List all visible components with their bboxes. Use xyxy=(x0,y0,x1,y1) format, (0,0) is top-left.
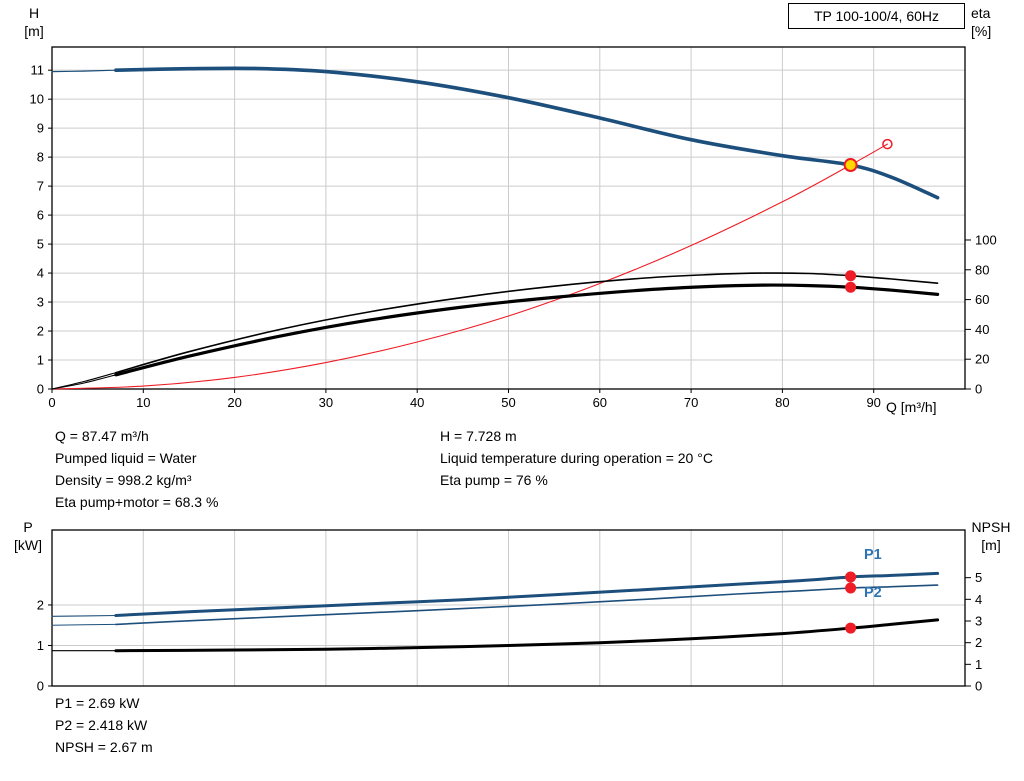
y-right-tick-label: 20 xyxy=(975,352,989,367)
y-right-tick-label: 2 xyxy=(975,635,982,650)
eta-axis-unit: [%] xyxy=(971,23,992,39)
p2-curve-lead xyxy=(51,623,117,626)
npsh-curve xyxy=(114,618,940,653)
p1-curve-lead xyxy=(51,614,117,617)
system-curve-end-marker xyxy=(882,138,893,150)
p1-curve xyxy=(114,571,940,617)
p2-point xyxy=(845,582,857,594)
duty-point-marker xyxy=(843,158,858,173)
info-block-left: Q = 87.47 m³/h Pumped liquid = Water Den… xyxy=(55,425,218,513)
eta-pump-point xyxy=(845,270,857,282)
info-eta-pump: Eta pump = 76 % xyxy=(440,472,548,488)
x-tick-label: 60 xyxy=(593,395,607,410)
y-left-tick-label: 4 xyxy=(37,266,44,281)
y-left-tick-label: 0 xyxy=(37,382,44,397)
y-right-tick-label: 0 xyxy=(975,679,982,694)
p1-curve-label: P1 xyxy=(864,547,882,563)
system-curve xyxy=(51,143,888,390)
head-curve xyxy=(114,66,940,200)
x-tick-label: 40 xyxy=(410,395,424,410)
y-left-tick-label: 1 xyxy=(37,638,44,653)
h-axis-unit: [m] xyxy=(24,23,44,39)
y-right-tick-label: 3 xyxy=(975,614,982,629)
head-curve-lead xyxy=(51,69,117,73)
info-density: Density = 998.2 kg/m³ xyxy=(55,472,192,488)
y-left-tick-label: 10 xyxy=(30,92,44,107)
x-tick-label: 90 xyxy=(866,395,880,410)
pump-type-label: TP 100-100/4, 60Hz xyxy=(813,8,940,24)
eta-pump-curve xyxy=(115,272,939,374)
y-left-tick-label: 0 xyxy=(37,679,44,694)
x-tick-label: 80 xyxy=(775,395,789,410)
y-left-tick-label: 8 xyxy=(37,150,44,165)
eta-pump-curve-lead xyxy=(51,372,117,390)
y-right-tick-label: 5 xyxy=(975,570,982,585)
eta-pump-motor-point xyxy=(845,281,857,293)
y-left-tick-label: 1 xyxy=(37,353,44,368)
y-left-tick-label: 11 xyxy=(31,63,45,78)
y-right-tick-label: 60 xyxy=(975,292,989,307)
info-eta-pump-motor: Eta pump+motor = 68.3 % xyxy=(55,494,219,510)
y-left-tick-label: 2 xyxy=(37,324,44,339)
x-tick-label: 20 xyxy=(227,395,241,410)
y-left-tick-label: 7 xyxy=(37,179,44,194)
y-left-tick-label: 3 xyxy=(37,295,44,310)
npsh-point xyxy=(845,622,857,634)
y-left-tick-label: 5 xyxy=(37,237,44,252)
y-left-tick-label: 6 xyxy=(37,208,44,223)
p-axis-unit: [kW] xyxy=(14,537,42,553)
x-tick-label: 10 xyxy=(136,395,150,410)
y-right-tick-label: 80 xyxy=(975,262,989,277)
p2-curve-label: P2 xyxy=(864,585,882,601)
y-left-tick-label: 9 xyxy=(37,121,44,136)
info-h: H = 7.728 m xyxy=(440,428,517,444)
info-p2: P2 = 2.418 kW xyxy=(55,717,148,733)
q-axis-label: Q [m³/h] xyxy=(886,399,937,415)
eta-pump-motor-curve xyxy=(114,283,940,377)
npsh-axis-label: NPSH [m] xyxy=(962,518,1020,554)
qh-eta-chart: 0 10 20 30 40 50 60 70 80 90 0 1 2 3 4 5 6 7 8 9 10 11 0 20 40 60… xyxy=(30,46,997,410)
npsh-axis-unit: [m] xyxy=(981,537,1001,553)
h-axis-symbol: H xyxy=(28,5,40,21)
p-axis-symbol: P xyxy=(23,519,33,535)
x-tick-label: 0 xyxy=(48,395,55,410)
y-right-tick-label: 100 xyxy=(975,232,997,247)
y-right-tick-label: 4 xyxy=(975,592,982,607)
power-npsh-chart: 0 1 2 0 1 2 3 4 5 xyxy=(37,529,982,694)
x-tick-label: 50 xyxy=(501,395,515,410)
y-right-tick-label: 40 xyxy=(975,322,989,337)
info-block-right: H = 7.728 m Liquid temperature during op… xyxy=(440,425,713,491)
info-q: Q = 87.47 m³/h xyxy=(55,428,149,444)
pump-type-box: TP 100-100/4, 60Hz xyxy=(788,3,965,29)
y-left-tick-label: 2 xyxy=(37,597,44,612)
x-tick-label: 70 xyxy=(684,395,698,410)
plot-border xyxy=(51,529,966,687)
info-npsh: NPSH = 2.67 m xyxy=(55,739,153,755)
info-p1: P1 = 2.69 kW xyxy=(55,695,140,711)
x-tick-label: 30 xyxy=(319,395,333,410)
p1-point xyxy=(845,571,857,583)
h-axis-label: H [m] xyxy=(16,4,52,40)
y-right-tick-label: 0 xyxy=(975,382,982,397)
p-axis-label: P [kW] xyxy=(6,518,50,554)
y-right-tick-label: 1 xyxy=(975,657,982,672)
eta-pump-motor-curve-lead xyxy=(51,374,117,390)
info-liquid-temperature: Liquid temperature during operation = 20… xyxy=(440,450,713,466)
info-block-bottom: P1 = 2.69 kW P2 = 2.418 kW NPSH = 2.67 m xyxy=(55,692,153,758)
eta-axis-label: eta [%] xyxy=(971,4,1019,40)
info-pumped-liquid: Pumped liquid = Water xyxy=(55,450,197,466)
npsh-axis-symbol: NPSH xyxy=(971,519,1011,535)
eta-axis-symbol: eta xyxy=(971,5,991,21)
